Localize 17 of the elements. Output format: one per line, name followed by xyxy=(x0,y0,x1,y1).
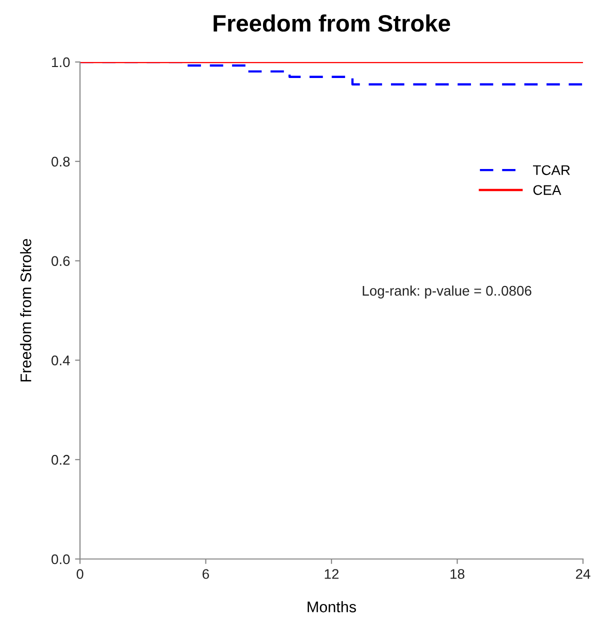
y-tick-label: 0.2 xyxy=(52,454,70,465)
x-tick-label: 18 xyxy=(450,569,464,579)
chart-title: Freedom from Stroke xyxy=(214,14,450,32)
y-tick-label: 0.0 xyxy=(52,554,70,564)
x-tick-label: 12 xyxy=(324,569,339,579)
x-tick-label: 0 xyxy=(76,569,84,579)
annotation: Log-rank: p-value = 0..0806 xyxy=(362,286,532,298)
y-tick-label: 0.8 xyxy=(52,156,70,167)
legend-label: TCAR xyxy=(533,165,570,176)
y-tick-label: 0.6 xyxy=(52,256,70,266)
x-tick-label: 6 xyxy=(202,569,209,579)
y-axis-title: Freedom from Stroke xyxy=(20,239,32,382)
x-axis-title: Months xyxy=(308,601,356,612)
legend-label: CEA xyxy=(533,185,562,195)
y-tick-label: 1.0 xyxy=(52,57,70,68)
x-tick-label: 24 xyxy=(576,569,590,579)
y-tick-label: 0.4 xyxy=(52,356,70,366)
